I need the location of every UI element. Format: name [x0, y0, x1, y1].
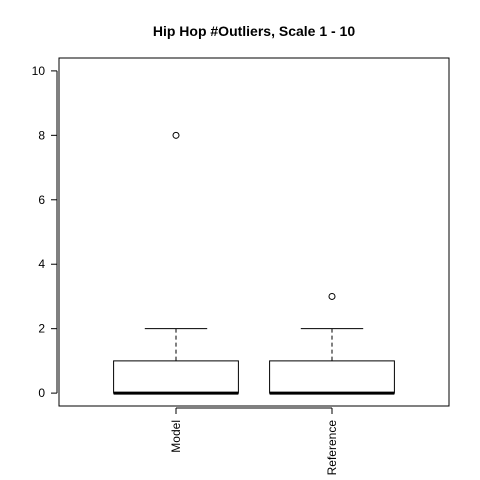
x-tick-label: Model [169, 420, 183, 453]
y-tick-label: 10 [32, 64, 46, 78]
box-model [113, 131, 239, 395]
y-tick-label: 0 [38, 386, 45, 400]
y-tick-label: 2 [38, 322, 45, 336]
y-axis: 0 2 4 6 8 10 [32, 64, 58, 400]
chart-title: Hip Hop #Outliers, Scale 1 - 10 [153, 23, 356, 39]
y-tick-label: 8 [38, 128, 45, 142]
plot-frame [58, 57, 450, 407]
outlier-point [328, 292, 336, 300]
box-rect [269, 360, 395, 394]
box-rect [113, 360, 239, 394]
x-tick-label: Reference [325, 420, 339, 476]
outlier-point [172, 131, 180, 139]
x-axis: Model Reference [169, 407, 339, 476]
y-tick-label: 4 [38, 257, 45, 271]
box-reference [269, 292, 395, 395]
y-tick-label: 6 [38, 193, 45, 207]
boxes [113, 131, 395, 395]
